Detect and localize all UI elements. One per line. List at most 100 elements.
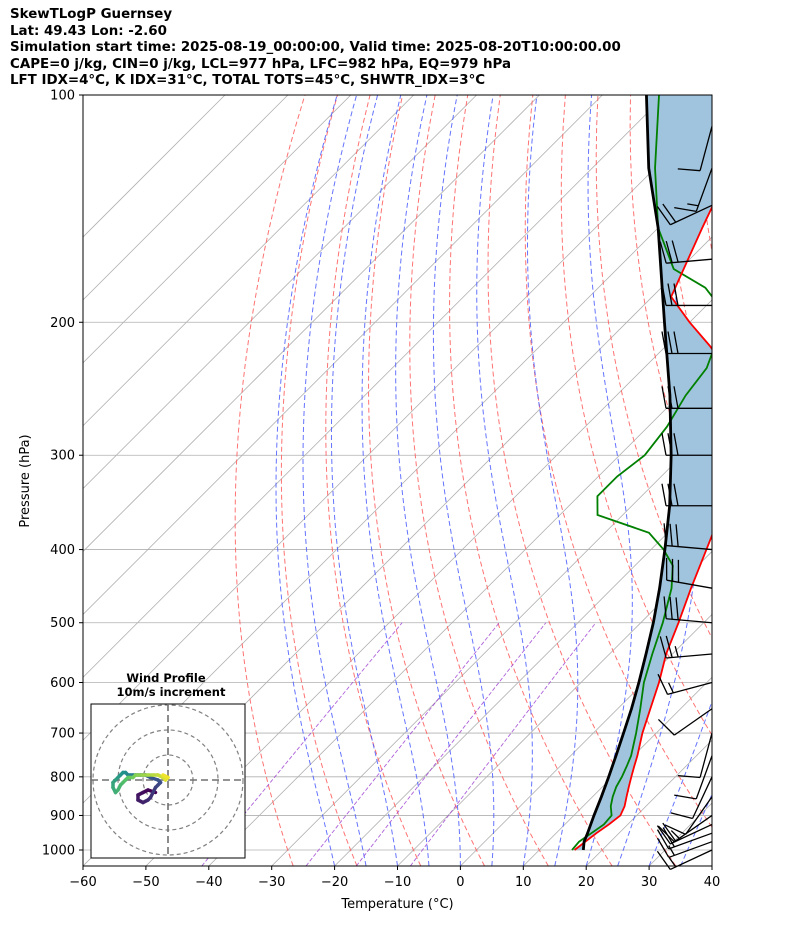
dry-adiabat-line bbox=[728, 95, 794, 866]
barb-shaft bbox=[668, 832, 713, 850]
wind-barb bbox=[677, 126, 713, 172]
moist-adiabat-line bbox=[526, 95, 579, 866]
barb-flag bbox=[667, 331, 673, 354]
wind-barb bbox=[656, 822, 713, 845]
wind-barb bbox=[656, 203, 713, 226]
y-tick-label: 700 bbox=[50, 727, 75, 742]
barb-flag bbox=[665, 240, 673, 263]
barb-flag bbox=[670, 812, 693, 820]
barb-shaft bbox=[695, 167, 713, 212]
temperature-line bbox=[573, 205, 712, 851]
barb-flag bbox=[673, 433, 679, 456]
title-line-cape: CAPE=0 j/kg, CIN=0 j/kg, LCL=977 hPa, LF… bbox=[10, 56, 512, 72]
x-tick-label: 30 bbox=[641, 875, 658, 890]
barb-shaft bbox=[668, 841, 713, 859]
x-tick-label: −30 bbox=[258, 875, 285, 890]
isotherm-line bbox=[83, 95, 352, 364]
wind-barb bbox=[661, 386, 712, 409]
barb-half-flag bbox=[668, 845, 675, 856]
moist-adiabat-line bbox=[395, 95, 461, 866]
wind-barb bbox=[674, 167, 713, 213]
isotherm-line bbox=[711, 865, 712, 866]
barb-flag bbox=[673, 283, 679, 306]
barb-flag bbox=[669, 523, 673, 547]
isotherm-line bbox=[83, 95, 540, 553]
mixing-ratio-line bbox=[410, 622, 597, 866]
dry-adiabat-line bbox=[595, 95, 712, 640]
barb-flag bbox=[671, 240, 679, 263]
cape-shaded-area bbox=[574, 95, 712, 850]
barb-shaft bbox=[666, 544, 713, 551]
barb-flag bbox=[673, 483, 679, 506]
barb-flag bbox=[675, 524, 679, 547]
isotherm-line bbox=[83, 95, 414, 427]
wind-barb bbox=[656, 849, 713, 871]
y-tick-label: 500 bbox=[50, 616, 75, 631]
moist-adiabat-line bbox=[617, 95, 700, 866]
wind-barb bbox=[665, 557, 713, 589]
barb-flag bbox=[677, 168, 701, 172]
barb-flag bbox=[661, 331, 667, 354]
barb-shaft bbox=[695, 755, 713, 800]
wind-barb bbox=[663, 596, 713, 624]
x-tick-label: 10 bbox=[515, 875, 532, 890]
moist-adiabat-line bbox=[585, 95, 633, 866]
moist-adiabat-line bbox=[680, 793, 712, 866]
wind-barb bbox=[670, 776, 713, 820]
x-tick-label: −40 bbox=[195, 875, 222, 890]
barb-flag bbox=[661, 386, 667, 409]
moist-adiabat-line bbox=[330, 95, 398, 866]
x-tick-label: −20 bbox=[321, 875, 348, 890]
barb-flag bbox=[657, 718, 675, 736]
barb-flag bbox=[662, 822, 677, 842]
isotherm-line bbox=[145, 299, 712, 866]
wind-barb bbox=[657, 708, 713, 736]
isotherm-line bbox=[83, 95, 666, 678]
barb-flag bbox=[661, 483, 667, 506]
barb-flag bbox=[667, 283, 673, 306]
barb-half-flag bbox=[687, 203, 699, 207]
dry-adiabat-line bbox=[280, 95, 358, 866]
isotherm-line bbox=[460, 613, 712, 866]
barb-flag bbox=[656, 829, 670, 850]
barb-flag bbox=[667, 483, 673, 506]
wind-barb bbox=[674, 755, 713, 800]
barb-shaft bbox=[699, 732, 713, 778]
parcel-line bbox=[581, 95, 673, 851]
barb-flag bbox=[663, 596, 667, 619]
barb-shaft bbox=[673, 708, 713, 736]
moist-adiabat-line bbox=[648, 699, 712, 866]
y-tick-label: 600 bbox=[50, 676, 75, 691]
dry-adiabat-line bbox=[234, 95, 306, 866]
barb-shaft bbox=[666, 618, 713, 624]
wind-barb bbox=[657, 673, 713, 696]
title-line-latlon: Lat: 49.43 Lon: -2.60 bbox=[10, 23, 167, 39]
dry-adiabat-line bbox=[761, 95, 794, 866]
barb-flag bbox=[656, 837, 670, 858]
barb-flag bbox=[662, 203, 677, 223]
y-tick-label: 900 bbox=[50, 809, 75, 824]
barb-shaft bbox=[699, 126, 713, 171]
hodograph-segment bbox=[161, 773, 170, 780]
dry-adiabat-line bbox=[449, 95, 613, 866]
y-tick-label: 200 bbox=[50, 316, 75, 331]
barb-flag bbox=[657, 673, 669, 695]
y-tick-label: 1000 bbox=[42, 844, 75, 859]
title-line-station: SkewTLogP Guernsey bbox=[10, 7, 173, 22]
barb-flag bbox=[659, 636, 667, 659]
barb-flag bbox=[657, 825, 675, 843]
dry-adiabat-line bbox=[325, 95, 422, 866]
barb-flag bbox=[661, 433, 667, 456]
y-tick-label: 300 bbox=[50, 449, 75, 464]
barb-shaft bbox=[666, 579, 713, 589]
dry-adiabat-line bbox=[487, 95, 677, 866]
barb-shaft bbox=[670, 849, 713, 871]
wind-barbs bbox=[656, 126, 713, 871]
moist-adiabat-line bbox=[361, 95, 430, 866]
barb-shaft bbox=[673, 814, 713, 843]
moist-adiabat-line bbox=[275, 95, 338, 866]
barb-half-flag bbox=[668, 857, 677, 868]
y-axis: 1000 900 800 700 600 500 400 300 200 100 bbox=[42, 89, 83, 859]
hodograph-inset bbox=[90, 703, 246, 859]
isotherm-line bbox=[271, 425, 712, 866]
